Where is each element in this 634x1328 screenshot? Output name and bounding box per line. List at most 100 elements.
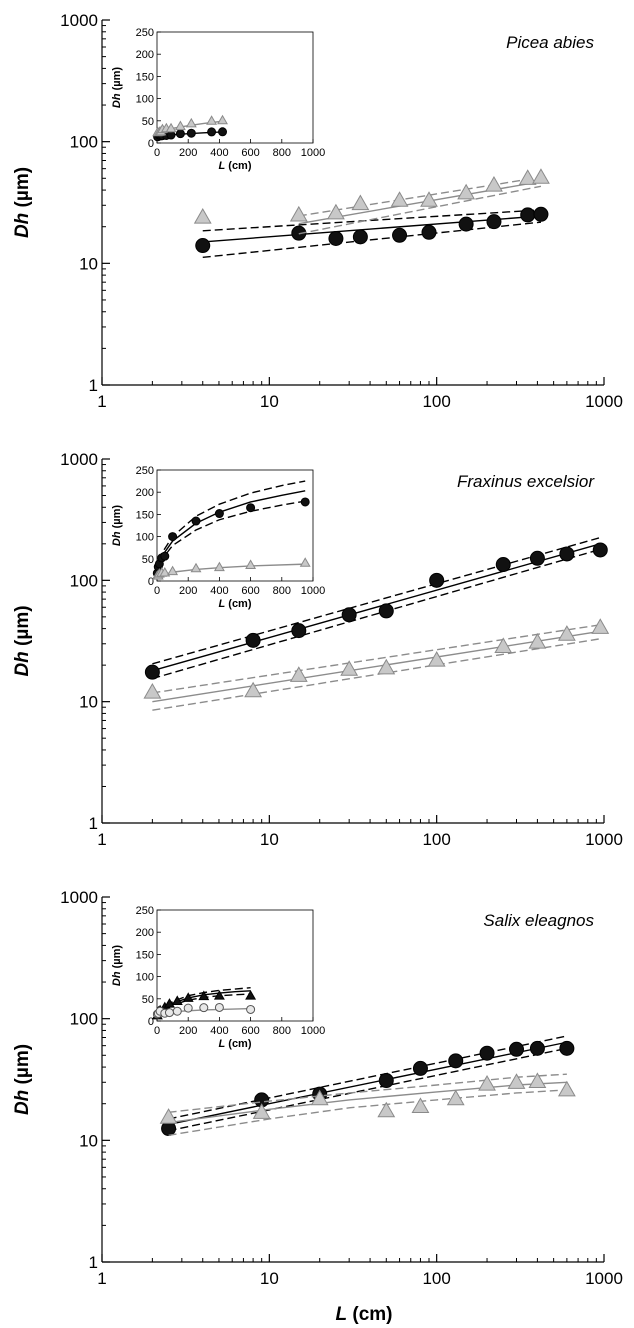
data-point [185,117,197,128]
x-axis-variable: L [335,1304,347,1325]
inset-x-tick-label: 1000 [301,1025,325,1037]
data-point [175,129,185,139]
data-point [206,115,218,125]
data-point [164,1008,174,1018]
x-tick-label: 1 [97,1269,106,1288]
inset-y-tick-label: 250 [136,465,154,477]
inset-frame [156,909,314,1022]
inset-y-axis-title: Dh (µm) [111,945,123,987]
x-tick-label: 1 [97,830,106,849]
data-point [214,1002,224,1012]
y-tick-label: 1000 [60,11,98,30]
data-point [494,637,513,654]
data-point [427,651,446,667]
data-point [528,632,547,649]
data-point [446,1089,465,1106]
inset-y-tick-label: 200 [136,927,154,939]
series-1 [193,168,550,235]
inset-y-tick-label: 100 [136,94,154,106]
fit-line [168,1041,568,1126]
x-tick-label: 10 [260,1269,279,1288]
data-point [214,509,224,519]
data-point [485,175,503,192]
x-axis-unit: (cm) [225,598,252,610]
data-point [421,224,437,240]
inset-x-tick-label: 400 [210,147,228,159]
y-axis-unit: (µm) [111,505,123,532]
data-point [182,992,194,1002]
series-0 [195,206,549,259]
data-point [246,1004,256,1014]
inset-x-tick-label: 200 [179,585,197,597]
data-point [341,607,357,623]
x-axis-variable: L [218,160,225,172]
panel-title: Picea abies [506,33,594,52]
y-axis-variable: Dh [111,93,123,108]
fit-line [202,215,542,243]
data-point [520,207,536,223]
data-point [289,205,308,222]
data-point [160,551,170,561]
inset-frame [156,31,314,144]
inset-y-tick-label: 150 [136,949,154,961]
data-point [557,1080,576,1097]
x-axis-variable: L [218,1038,225,1050]
data-point [377,1101,396,1118]
inset-x-tick-label: 600 [241,1025,259,1037]
data-point [245,559,257,569]
data-point [392,227,408,243]
confidence-lower-line [152,548,601,680]
data-point [186,128,196,138]
y-axis-title: Dh (µm) [12,167,33,238]
inset-x-tick-label: 1000 [301,147,325,159]
data-point [479,1045,495,1061]
y-axis-unit: (µm) [111,67,123,94]
y-tick-label: 10 [79,693,98,712]
x-tick-label: 1 [97,392,106,411]
data-point [377,658,396,675]
y-axis-variable: Dh [12,1090,33,1115]
data-point [412,1060,428,1076]
y-tick-label: 100 [70,571,98,590]
data-point [252,1103,271,1119]
data-point [528,1072,547,1088]
inset-y-tick-label: 150 [136,509,154,521]
data-point [199,1003,209,1013]
data-point [533,206,549,222]
x-axis-unit: (cm) [225,1038,252,1050]
fit-line [168,1081,567,1124]
inset-x-tick-label: 400 [210,1025,228,1037]
data-point [559,546,575,562]
confidence-upper-line [168,1073,567,1113]
data-point [143,683,162,699]
data-point [159,566,171,577]
data-point [165,122,177,133]
y-axis-variable: Dh [111,971,123,986]
data-point [509,1041,525,1057]
data-point [507,1073,526,1089]
inset-y-axis-title: Dh (µm) [111,505,123,547]
data-point [218,127,228,137]
inset-y-tick-label: 200 [136,49,154,61]
chart-panel-fraxinus-excelsior: Fraxinus excelsior 1 10 100 10001101001000D… [12,450,623,849]
data-point [529,550,545,566]
inset-series-1 [152,114,228,137]
panel-title: Fraxinus excelsior [457,472,595,491]
y-axis-unit: (µm) [12,1044,33,1090]
y-axis-variable: Dh [12,213,33,238]
data-point [327,203,345,220]
confidence-lower-line [168,1089,567,1136]
y-axis-variable: Dh [111,531,123,546]
x-tick-label: 100 [422,1269,450,1288]
inset-x-tick-label: 800 [273,147,291,159]
y-tick-label: 10 [79,254,98,273]
data-point [411,1097,430,1113]
confidence-upper-line [152,536,601,665]
inset-y-tick-label: 250 [136,27,154,39]
inset-chart: 0 200 400 600 800 1000 0 50 100 150 200 250 Dh (µm) L… [111,905,325,1050]
data-point [559,1040,575,1056]
data-point [164,998,175,1008]
panel-title: Salix eleagnos [483,911,594,930]
data-point [532,168,550,184]
